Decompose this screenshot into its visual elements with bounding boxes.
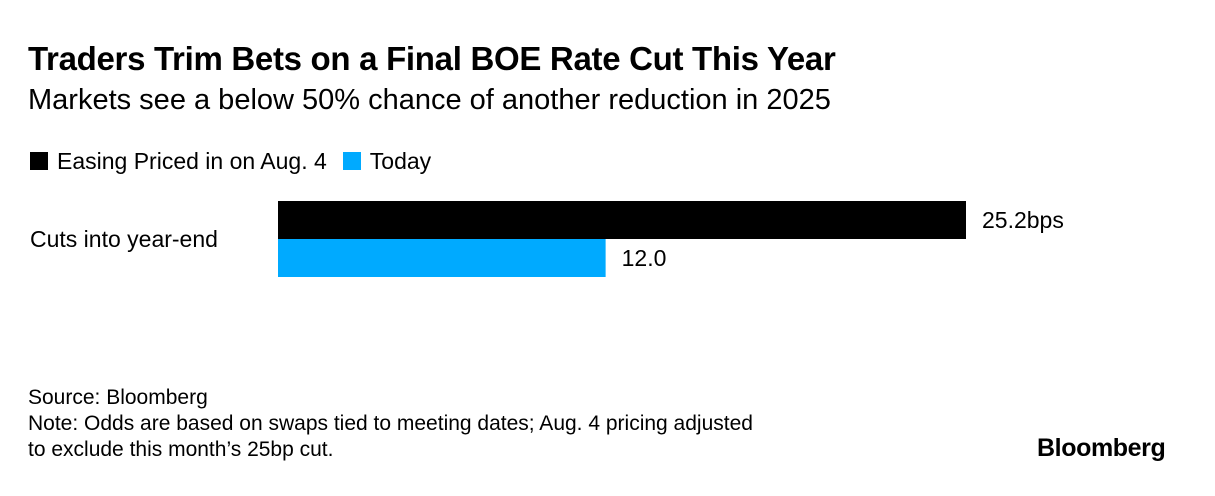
legend: Easing Priced in on Aug. 4 Today: [30, 145, 447, 177]
data-label-1-0: 12.0: [622, 245, 667, 271]
chart-subtitle: Markets see a below 50% chance of anothe…: [28, 84, 831, 116]
chart-footer: Source: Bloomberg Note: Odds are based o…: [28, 385, 753, 463]
legend-label-today: Today: [369, 147, 432, 174]
legend-item-aug4: Easing Priced in on Aug. 4: [30, 148, 327, 175]
chart-title: Traders Trim Bets on a Final BOE Rate Cu…: [28, 40, 836, 77]
legend-label-aug4: Easing Priced in on Aug. 4: [57, 147, 327, 174]
bar-0-0: [278, 201, 966, 239]
note-text-line2: to exclude this month’s 25bp cut.: [28, 438, 334, 461]
note-text-line1: Note: Odds are based on swaps tied to me…: [28, 412, 753, 435]
bloomberg-logo: Bloomberg: [1037, 434, 1166, 462]
data-label-0-0: 25.2bps: [982, 207, 1064, 233]
bar-1-0: [278, 239, 606, 277]
legend-item-today: Today: [342, 147, 432, 175]
source-text: Source: Bloomberg: [28, 386, 208, 409]
legend-swatch-today: [342, 152, 361, 170]
bar-chart: Cuts into year-end 25.2bps 12.0: [30, 201, 1064, 277]
legend-swatch-aug4: [30, 152, 48, 170]
category-label: Cuts into year-end: [30, 226, 218, 252]
